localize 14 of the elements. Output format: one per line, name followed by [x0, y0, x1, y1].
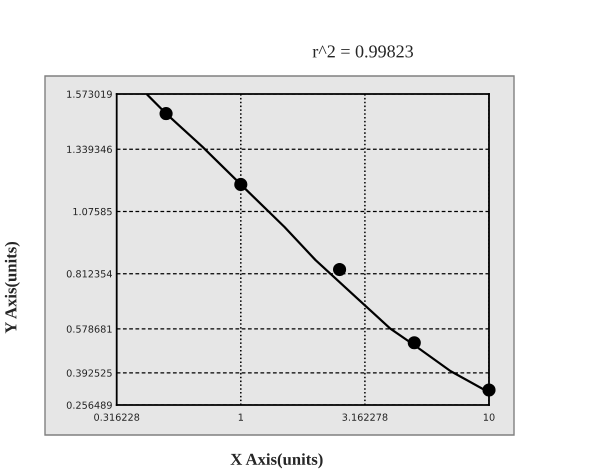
x-tick-label: 0.316228 — [94, 414, 140, 421]
x-tick-label: 1 — [238, 414, 243, 421]
x-tick-label: 10 — [484, 414, 495, 421]
y-tick-label: 0.812354 — [66, 270, 112, 278]
y-axis-title: Y Axis(units) — [4, 242, 20, 334]
y-tick-label: 0.256489 — [66, 401, 112, 409]
y-tick-label: 1.339346 — [67, 146, 112, 154]
y-tick-label: 0.578681 — [66, 325, 112, 333]
y-tick-label: 1.07585 — [73, 208, 112, 216]
y-tick-label: 1.573019 — [67, 90, 112, 98]
y-tick-label: 0.392525 — [66, 369, 112, 377]
x-axis-title: X Axis(units) — [230, 453, 323, 468]
chart-title: r^2 = 0.99823 — [312, 45, 413, 58]
x-tick-label: 3.162278 — [342, 414, 388, 421]
